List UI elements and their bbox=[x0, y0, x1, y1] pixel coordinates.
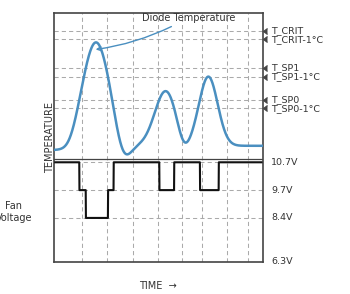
Text: Diode Temperature: Diode Temperature bbox=[97, 13, 235, 51]
Text: T_CRIT: T_CRIT bbox=[271, 26, 303, 35]
Text: TIME  →: TIME → bbox=[140, 281, 177, 291]
Text: T_SP0-1°C: T_SP0-1°C bbox=[271, 104, 320, 113]
Text: 6.3V: 6.3V bbox=[271, 257, 293, 266]
Text: T_SP1: T_SP1 bbox=[271, 64, 300, 73]
Text: T_CRIT-1°C: T_CRIT-1°C bbox=[271, 35, 323, 44]
Text: Fan
Voltage: Fan Voltage bbox=[0, 201, 32, 223]
Text: 8.4V: 8.4V bbox=[271, 213, 293, 223]
Text: T_SP0: T_SP0 bbox=[271, 95, 300, 104]
Y-axis label: TEMPERATURE: TEMPERATURE bbox=[45, 102, 55, 173]
Text: T_SP1-1°C: T_SP1-1°C bbox=[271, 72, 320, 81]
Text: 9.7V: 9.7V bbox=[271, 186, 293, 195]
Text: 10.7V: 10.7V bbox=[271, 158, 299, 167]
